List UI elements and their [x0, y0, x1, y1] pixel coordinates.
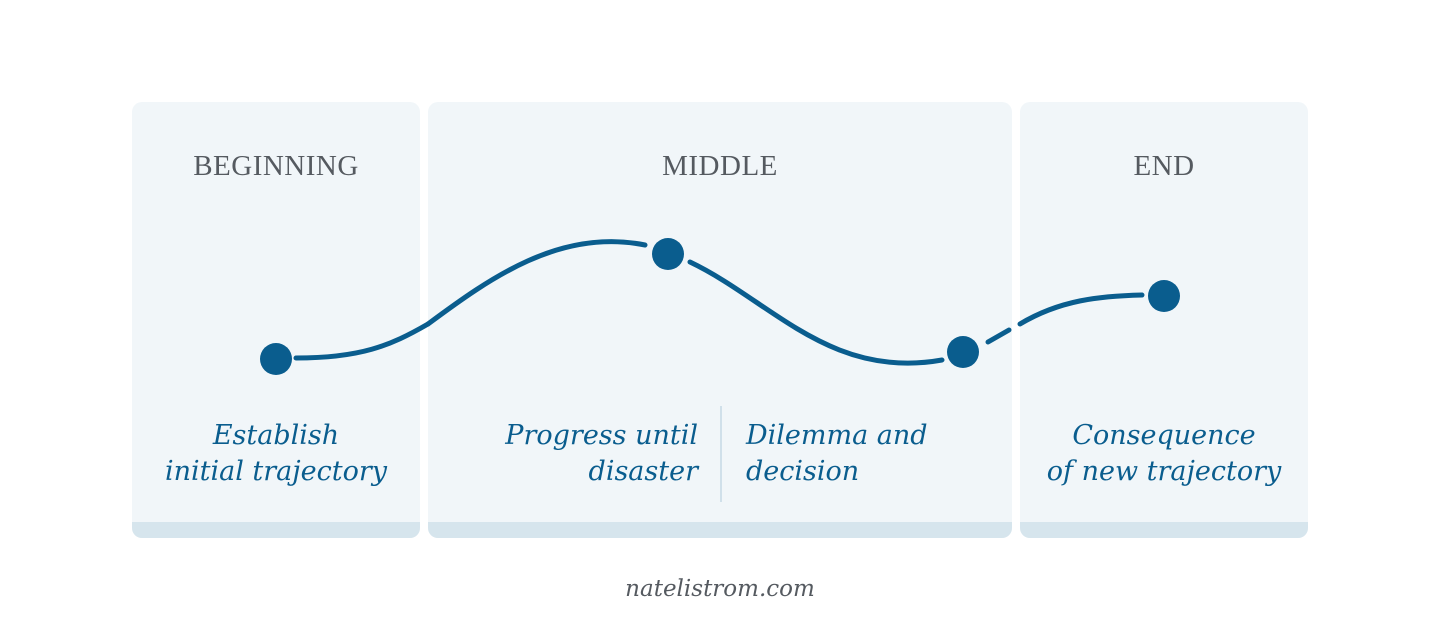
arc-point-peak: [652, 238, 684, 270]
dilemma-caption-line-2: decision: [746, 456, 860, 487]
end-caption-line-1: Consequence: [1072, 420, 1256, 451]
arc-point-decision: [947, 336, 979, 368]
arc-point-end: [1148, 280, 1180, 312]
arc-segment-rising-to-peak: [425, 239, 648, 327]
beginning-heading: BEGINNING: [193, 150, 359, 182]
end-panel: [1020, 102, 1308, 538]
middle-panel-base: [428, 522, 1012, 538]
end-heading: END: [1133, 150, 1195, 182]
arc-point-start: [260, 343, 292, 375]
arc-segment-beginning-to-middle: [293, 321, 431, 361]
progress-caption-line-2: disaster: [588, 456, 698, 487]
arc-segment-rising-to-end: [1017, 292, 1145, 327]
beginning-panel: [132, 102, 420, 538]
dilemma-caption: Dilemma and decision: [746, 418, 986, 490]
progress-caption-line-1: Progress until: [505, 420, 698, 451]
progress-caption: Progress until disaster: [470, 418, 698, 490]
arc-segment-middle-to-end: [985, 327, 1012, 345]
beginning-panel-base: [132, 522, 420, 538]
middle-heading: MIDDLE: [662, 150, 778, 182]
beginning-caption-line-2: initial trajectory: [164, 456, 388, 487]
arc-segment-falling-to-trough: [687, 259, 945, 366]
beginning-caption-line-1: Establish: [212, 420, 340, 451]
end-panel-base: [1020, 522, 1308, 538]
dilemma-caption-line-1: Dilemma and: [746, 420, 928, 451]
site-credit: natelistrom.com: [625, 576, 815, 602]
middle-caption-divider: [720, 406, 722, 502]
beginning-caption: Establish initial trajectory: [156, 418, 396, 490]
end-caption: Consequence of new trajectory: [1034, 418, 1294, 490]
end-caption-line-2: of new trajectory: [1046, 456, 1282, 487]
